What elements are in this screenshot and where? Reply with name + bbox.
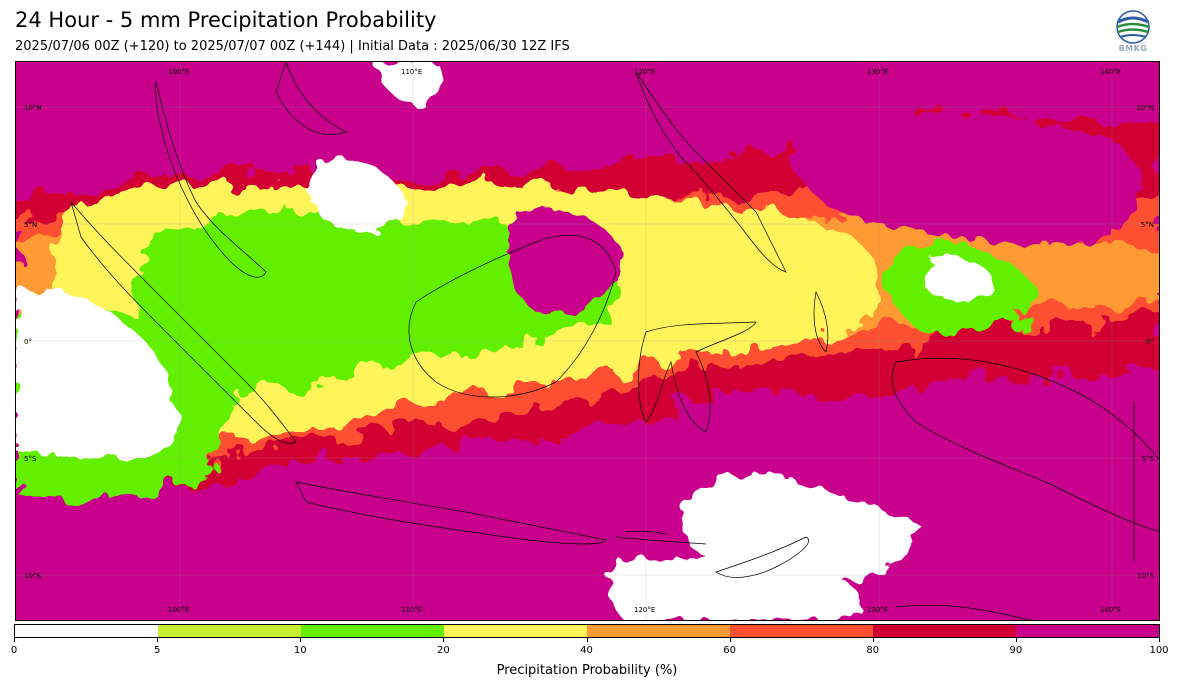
lon-label-top: 140°E [1100,68,1121,76]
logo-text: BMKG [1118,44,1148,53]
chart-title: 24 Hour - 5 mm Precipitation Probability [15,8,437,32]
colorbar-segment [1016,625,1159,637]
lat-label-right: 5°N [1141,221,1154,229]
lon-label-bottom: 130°E [867,606,888,614]
coast-indochina [275,62,347,135]
field-magenta-banda [707,390,1116,573]
lon-labels-top: 100°E 110°E 120°E 130°E 140°E [168,68,1121,76]
field-magenta-java-sea [446,438,596,526]
field-magenta-pacific [789,111,1141,245]
colorbar-tick [300,638,302,642]
colorbar-segment [730,625,873,637]
lat-label-left: 5°S [24,455,37,463]
lon-labels-bottom: 100°E 110°E 120°E 130°E 140°E [168,606,1121,614]
chart-subtitle: 2025/07/06 00Z (+120) to 2025/07/07 00Z … [15,39,570,54]
field-white-far-south [607,558,865,620]
lat-label-right: 5°S [1142,455,1155,463]
colorbar-segment [444,625,587,637]
colorbar-segment [873,625,1016,637]
coast-timor [715,536,809,578]
field-green [133,211,622,393]
field-magenta-sw [37,511,361,598]
lat-label-right: 0° [1146,338,1154,346]
colorbar-tick-label: 0 [10,645,18,656]
coast-australia-north [895,604,1033,620]
lat-labels-right: 10°N 5°N 0° 5°S 10°S [1136,104,1154,580]
bmkg-logo: BMKG [1114,10,1152,56]
lat-label-left: 5°N [24,221,37,229]
coastlines [70,62,1159,620]
lat-label-left: 0° [24,338,32,346]
coast-philippines [635,71,787,273]
coast-new-guinea [891,357,1159,532]
lon-label-bottom: 140°E [1100,606,1121,614]
lat-label-left: 10°S [24,572,41,580]
lat-label-left: 10°N [24,104,42,112]
colorbar-tick-label: 60 [723,645,736,656]
field-white-west [16,289,177,458]
colorbar-tick-label: 90 [1009,645,1023,656]
coast-halmahera [813,290,829,353]
lon-label-bottom: 110°E [401,606,422,614]
field-white-east [921,258,996,302]
coast-malay-peninsula [155,81,267,278]
colorbar-tick-label: 100 [1149,645,1169,656]
colorbar-tick-label: 20 [437,645,450,656]
graticule [16,62,1159,620]
lat-label-right: 10°N [1136,104,1154,112]
coast-lesser-sunda [615,530,707,545]
colorbar-tick [1159,638,1160,642]
colorbar-tick [586,638,588,642]
lon-label-top: 110°E [401,68,422,76]
coast-sulawesi [638,321,757,433]
field-white-north [376,62,440,107]
lon-label-top: 100°E [168,68,189,76]
lon-label-bottom: 120°E [634,606,655,614]
field-magenta-borneo [505,209,626,315]
colorbar-tick-label: 10 [293,645,307,656]
colorbar-title: Precipitation Probability (%) [496,663,678,678]
lat-label-right: 10°S [1137,572,1154,580]
lon-label-top: 120°E [634,68,655,76]
coast-borneo [408,234,617,398]
probability-field-detail [16,62,1141,620]
map-canvas: 100°E 110°E 120°E 130°E 140°E 100°E 110°… [16,62,1159,620]
colorbar-tick [157,638,159,642]
colorbar-segment [158,625,301,637]
colorbar-tick [729,638,731,642]
coast-sumatra [70,201,297,444]
colorbar-tick-label: 40 [580,645,593,656]
coast-java [295,481,607,545]
field-magenta-nw [16,62,139,133]
lon-label-bottom: 100°E [168,606,189,614]
colorbar-tick-label: 5 [153,645,161,656]
colorbar [14,624,1160,638]
lon-label-top: 130°E [867,68,888,76]
colorbar-segment [301,625,444,637]
colorbar-tick [872,638,874,642]
colorbar-segment [587,625,730,637]
colorbar-tick-label: 80 [866,645,880,656]
colorbar-tick [1015,638,1017,642]
colorbar-tick [14,638,15,642]
precipitation-map: 100°E 110°E 120°E 130°E 140°E 100°E 110°… [15,61,1160,621]
bmkg-globe-icon [1116,10,1150,44]
colorbar-tick [443,638,445,642]
colorbar-segment [15,625,158,637]
field-white-center [309,159,406,231]
lat-labels-left: 10°N 5°N 0° 5°S 10°S [24,104,42,580]
